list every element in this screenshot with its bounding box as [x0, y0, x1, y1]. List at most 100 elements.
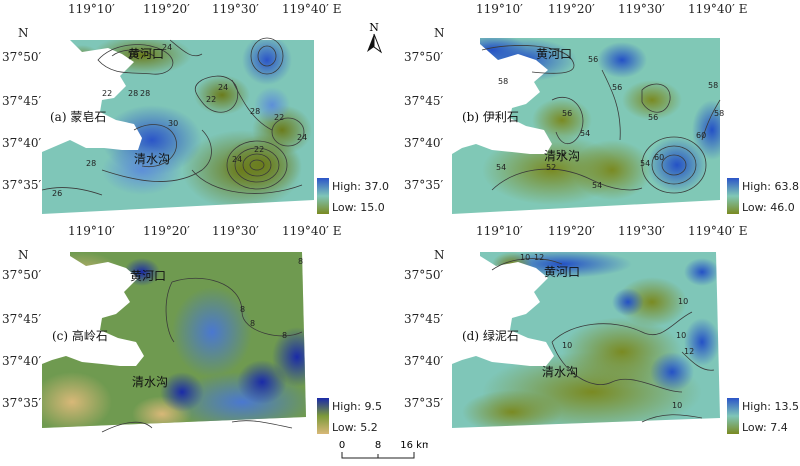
map-panel-c: 8 8 8 8 黄河口 清水沟 (c) 高岭石	[42, 242, 306, 433]
lon-tick-3d: 119°30′	[618, 224, 665, 238]
legend-bar-d	[727, 398, 739, 434]
lat-tick-b1: 37°50′	[404, 50, 444, 64]
contour-label: 28	[86, 159, 96, 168]
north-arrow-icon: N	[367, 21, 383, 54]
lat-tick-c1: 37°50′	[2, 268, 42, 282]
lat-tick-a1: 37°50′	[2, 50, 42, 64]
estuary-label-d: 黄河口	[544, 265, 580, 279]
contour-label: 60	[696, 131, 706, 140]
north-axis-label-d: N	[434, 248, 445, 262]
lat-tick-b2: 37°45′	[404, 94, 444, 108]
contour-label: 56	[588, 55, 598, 64]
legend-low-a: Low: 15.0	[332, 201, 385, 214]
lon-tick-4d: 119°40′ E	[688, 224, 748, 238]
legend-high-a: High: 37.0	[332, 180, 389, 193]
lat-tick-d3: 37°40′	[404, 354, 444, 368]
lon-tick-2: 119°20′	[143, 2, 190, 16]
contour-label: 26	[52, 189, 62, 198]
contour-label: 28	[140, 89, 150, 98]
lat-tick-d4: 37°35′	[404, 396, 444, 410]
lon-tick-3c: 119°30′	[212, 224, 259, 238]
lat-tick-c4: 37°35′	[2, 396, 42, 410]
contour-label: 24	[162, 43, 172, 52]
lon-tick-2c: 119°20′	[143, 224, 190, 238]
scale-tick-8: 8	[375, 440, 381, 451]
lon-tick-1: 119°10′	[68, 2, 115, 16]
contour-label: 56	[562, 109, 572, 118]
contour-label: 22	[274, 113, 284, 122]
contour-label: 30	[168, 119, 178, 128]
contour-label: 60	[654, 153, 664, 162]
contour-label: 22	[206, 95, 216, 104]
scale-tick-0: 0	[339, 440, 345, 451]
contour-label: 8	[282, 331, 287, 340]
lat-tick-a4: 37°35′	[2, 178, 42, 192]
lat-tick-b4: 37°35′	[404, 178, 444, 192]
panel-label-a: (a) 蒙皂石	[50, 110, 106, 124]
panel-label-d: (d) 绿泥石	[462, 328, 519, 343]
contour-label: 12	[684, 347, 694, 356]
lon-tick-4: 119°40′ E	[282, 2, 342, 16]
north-axis-label-c: N	[18, 248, 29, 262]
map-panel-b: 58 56 56 54 58 54 56 52 54 54 60 60 58 5…	[452, 20, 724, 214]
north-axis-label-a: N	[18, 26, 29, 40]
contour-label: 10	[562, 341, 572, 350]
legend-low-b: Low: 46.0	[742, 201, 795, 214]
contour-label: 12	[534, 253, 544, 262]
legend-low-d: Low: 7.4	[742, 421, 788, 434]
contour-label: 26	[128, 51, 138, 60]
lon-tick-3b: 119°30′	[618, 2, 665, 16]
contour-label: 58	[498, 77, 508, 86]
legend-bar-a	[317, 178, 329, 214]
contour-label: 22	[102, 89, 112, 98]
contour-label: 10	[676, 331, 686, 340]
panel-label-c: (c) 高岭石	[52, 328, 108, 343]
estuary-label-c: 黄河口	[130, 269, 166, 283]
lat-tick-a3: 37°40′	[2, 136, 42, 150]
contour-label: 24	[297, 133, 307, 142]
creek-label-a: 清水沟	[134, 152, 170, 166]
lat-tick-b3: 37°40′	[404, 136, 444, 150]
north-arrow-label: N	[369, 21, 379, 34]
legend-high-c: High: 9.5	[332, 400, 382, 413]
lon-tick-4c: 119°40′ E	[282, 224, 342, 238]
lon-tick-3: 119°30′	[212, 2, 259, 16]
scale-tick-16: 16 km	[400, 440, 428, 451]
contour-label: 52	[546, 163, 556, 172]
creek-label-b: 清水沟	[544, 149, 580, 163]
contour-label: 22	[254, 145, 264, 154]
contour-label: 28	[250, 107, 260, 116]
contour-label: 54	[592, 181, 602, 190]
lon-tick-1b: 119°10′	[476, 2, 523, 16]
contour-label: 8	[250, 319, 255, 328]
legend-bar-c	[317, 398, 329, 434]
creek-label-c: 清水沟	[132, 375, 168, 389]
contour-label: 58	[708, 81, 718, 90]
contour-label: 24	[232, 155, 242, 164]
legend-low-c: Low: 5.2	[332, 421, 378, 434]
lon-tick-2d: 119°20′	[548, 224, 595, 238]
contour-label: 8	[240, 305, 245, 314]
contour-label: 56	[612, 83, 622, 92]
contour-label: 28	[128, 89, 138, 98]
lon-tick-1c: 119°10′	[68, 224, 115, 238]
map-panel-a: 26 24 22 28 28 30 22 24 24 22 28 28 26 2…	[42, 20, 314, 214]
contour-label: 10	[520, 253, 530, 262]
contour-label: 56	[648, 113, 658, 122]
contour-label: 54	[640, 159, 650, 168]
north-axis-label-b: N	[434, 26, 445, 40]
lon-tick-1d: 119°10′	[476, 224, 523, 238]
contour-label: 58	[714, 109, 724, 118]
panel-label-b: (b) 伊利石	[462, 110, 519, 124]
contour-label: 24	[218, 83, 228, 92]
contour-label: 10	[678, 297, 688, 306]
lat-tick-d2: 37°45′	[404, 312, 444, 326]
map-panel-d: 10 12 10 10 12 10 10 黄河口 清水沟 (d) 绿泥石	[452, 242, 720, 428]
contour-label: 8	[298, 257, 303, 266]
lat-tick-c2: 37°45′	[2, 312, 42, 326]
contour-label: 54	[580, 129, 590, 138]
legend-high-b: High: 63.8	[742, 180, 799, 193]
contour-label: 54	[496, 163, 506, 172]
estuary-label-a: 黄河口	[128, 47, 164, 61]
lat-tick-d1: 37°50′	[404, 268, 444, 282]
